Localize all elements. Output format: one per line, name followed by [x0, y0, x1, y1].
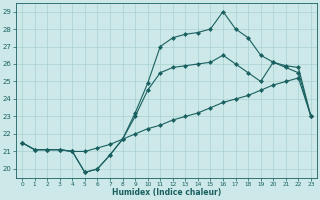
- X-axis label: Humidex (Indice chaleur): Humidex (Indice chaleur): [112, 188, 221, 197]
